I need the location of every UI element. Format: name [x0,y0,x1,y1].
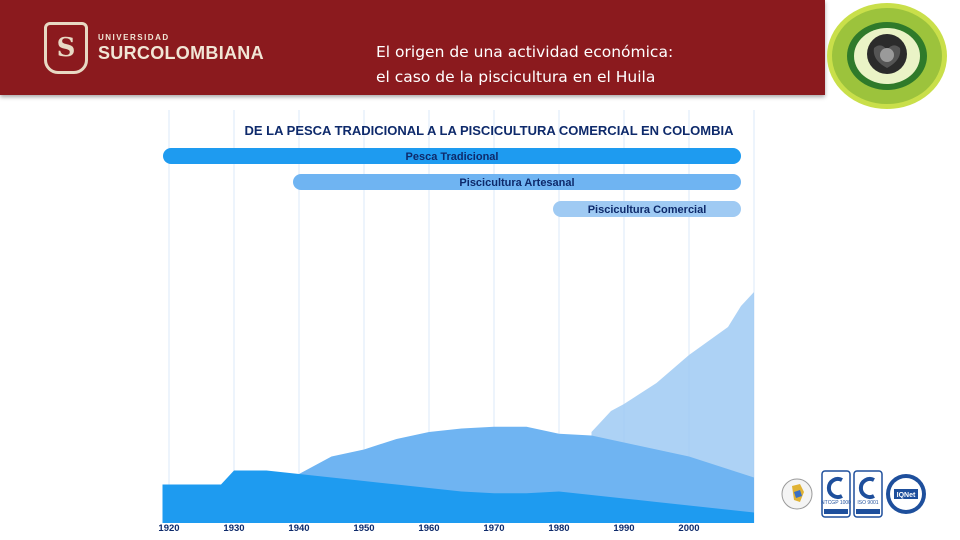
header-bar: S UNIVERSIDAD SURCOLOMBIANA El origen de… [0,0,825,95]
period-bar-2 [293,174,741,190]
period-bar-3 [553,201,741,217]
x-tick-label: 1920 [158,523,179,534]
university-name: SURCOLOMBIANA [98,42,264,63]
period-label-3: Piscicultura Comercial [588,204,707,216]
chart-title: DE LA PESCA TRADICIONAL A LA PISCICULTUR… [245,123,735,138]
cert-label-iqnet: IQNet [897,492,916,499]
x-tick-label: 1960 [418,523,439,534]
period-label-2: Piscicultura Artesanal [459,177,574,189]
period-label-1: Pesca Tradicional [406,151,499,163]
certification-logos: NTCGP 1000 ISO 9001 IQNet [781,470,926,518]
x-tick-label: 1970 [483,523,504,534]
x-tick-label: 1940 [288,523,309,534]
x-tick-label: 1950 [353,523,374,534]
x-tick-label: 2000 [678,523,699,534]
area-series-1 [162,470,754,523]
academia-seal-icon [827,3,947,109]
cert-label-ntcgp: NTCGP 1000 [821,500,851,506]
x-tick-label: 1980 [548,523,569,534]
university-shield-icon: S [44,22,88,74]
x-axis-band [150,523,765,534]
iqnet-logo: IQNet [886,474,926,514]
university-logo[interactable]: S UNIVERSIDAD SURCOLOMBIANA [44,22,264,74]
period-bar-1 [163,148,741,164]
slide-title-line-1: El origen de una actividad económica: [376,43,674,61]
icontec-iso-logo: ISO 9001 [853,470,883,518]
x-tick-label: 1990 [613,523,634,534]
university-small-label: UNIVERSIDAD [98,32,170,42]
slide-title: El origen de una actividad económica: el… [376,40,673,90]
cert-label-iso: ISO 9001 [857,500,878,506]
x-tick-label: 1930 [223,523,244,534]
slide-title-line-2: el caso de la piscicultura en el Huila [376,68,656,86]
chart: Pesca Tradicional Piscicultura Artesanal P… [150,110,765,534]
icontec-ntcgp-logo: NTCGP 1000 [821,470,851,518]
